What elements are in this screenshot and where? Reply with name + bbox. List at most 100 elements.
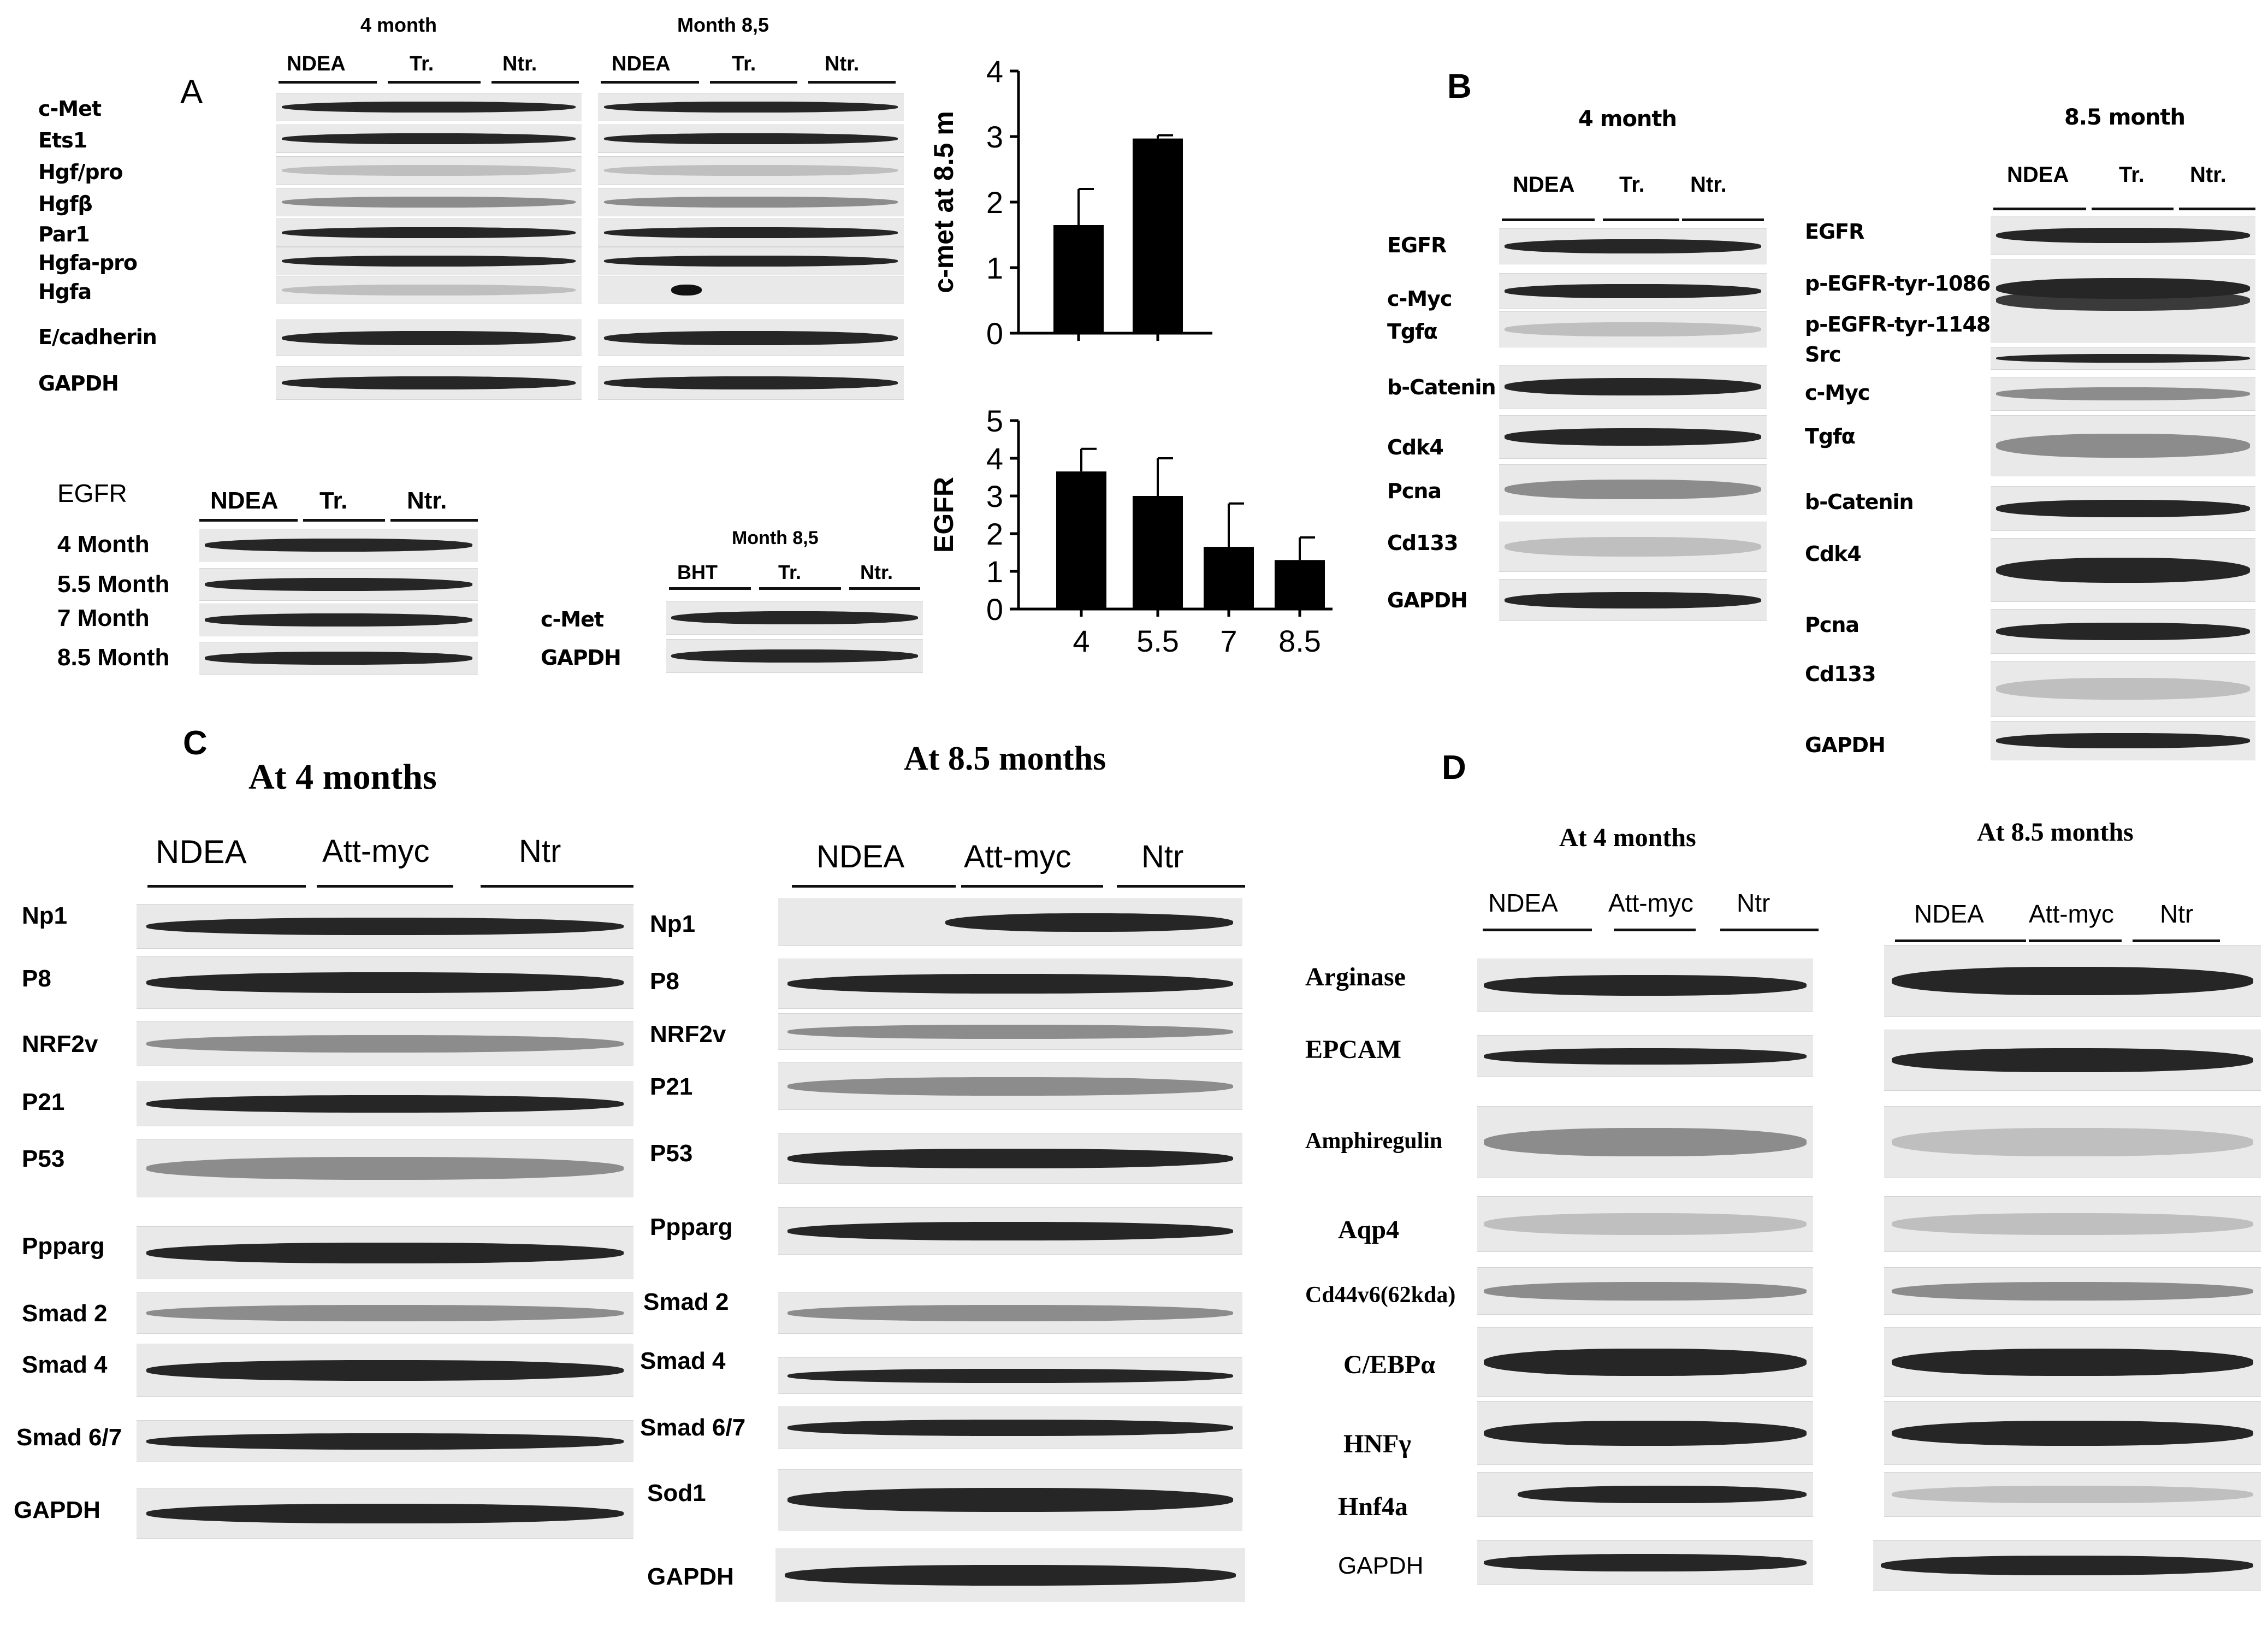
panel-a-egfr-group-ndea: NDEA [210,487,279,514]
blot-strip [1991,721,2255,760]
panel-d-left-group-ndea: NDEA [1488,889,1558,917]
panel-a-egfr-group-tr: Tr. [319,487,348,514]
panel-a-blot3-title: Month 8,5 [732,528,819,548]
blot-strip [1884,1327,2261,1397]
bar [1133,496,1183,609]
blot-row-label: c-Met [541,607,604,631]
blot-row-label: Smad 2 [22,1300,108,1327]
y-tick-label: 4 [986,54,1003,88]
blot-strip [666,601,923,635]
blot-row-label: Cdk4 [1805,542,1862,566]
panel-c-left-group-ndea: NDEA [156,834,247,870]
blot-strip [137,1344,633,1397]
y-tick-label: 2 [986,517,1003,551]
bar [1053,225,1104,333]
panel-b-left-group-ndea: NDEA [1513,173,1575,197]
y-axis-label: EGFR [928,477,959,553]
group-underline [2179,208,2255,210]
panel-a-group-tr-4m: Tr. [410,52,434,75]
blot-strip [137,1021,633,1066]
blot-strip [598,93,904,121]
blot-strip [137,1488,633,1539]
blot-row-label: Amphiregulin [1305,1128,1443,1154]
blot-strip [598,218,904,247]
panel-a-egfr-group-ntr: Ntr. [407,487,447,514]
blot-strip [778,1357,1242,1394]
group-underline [147,885,306,888]
blot-strip [199,604,478,636]
blot-strip [1499,579,1767,621]
blot-row-label: GAPDH [541,646,621,670]
panel-b-left-group-ntr: Ntr. [1690,173,1727,197]
group-underline [792,885,956,888]
panel-c-right-group-att-myc: Att-myc [964,839,1071,874]
blot-strip [276,366,582,400]
blot-strip [778,1292,1242,1334]
panel-a-group-tr-85m: Tr. [732,52,756,75]
blot-strip [1499,464,1767,515]
blot-strip [1499,415,1767,459]
blot-row-label: Smad 2 [643,1289,729,1315]
bar [1056,471,1106,609]
blot-strip [137,1292,633,1334]
blot-strip [1884,1472,2261,1517]
panel-a-group-ntr-4m: Ntr. [502,52,537,75]
blot-strip [1991,216,2255,255]
group-underline [1603,218,1679,221]
blot-strip [276,188,582,216]
blot-strip [598,320,904,356]
blot-strip [778,1013,1242,1050]
blot-strip [1884,1030,2261,1091]
x-tick-label: 7 [1220,624,1237,658]
blot-strip [1499,228,1767,264]
blot-strip [137,904,633,949]
blot-row-label: EGFR [1805,220,1864,244]
blot-row-label: Ppparg [22,1233,105,1260]
blot-strip [1477,959,1813,1012]
panel-a-group-ndea-4m: NDEA [287,52,346,75]
blot-row-label: P53 [22,1145,65,1172]
y-tick-label: 3 [986,120,1003,154]
group-underline [1502,218,1595,221]
blot-row-label: Aqp4 [1338,1215,1400,1244]
blot-row-label: GAPDH [1338,1552,1424,1579]
group-underline [388,81,481,84]
blot-row-label: Hgfa-pro [38,251,138,275]
blot-row-label: Np1 [22,902,68,929]
blot-strip [1477,1106,1813,1178]
blot-strip [1991,259,2255,342]
blot-strip [1477,1035,1813,1077]
blot-strip [778,1407,1242,1449]
panel-a-title-month-8-5: Month 8,5 [677,14,769,36]
blot-strip [1991,661,2255,717]
blot-row-label: Par1 [38,222,90,246]
blot-strip [598,247,904,275]
blot-strip [598,125,904,153]
group-underline [481,885,633,888]
group-underline [808,81,896,84]
group-underline [2092,208,2174,210]
blot-strip [1884,1106,2261,1178]
blot-row-label: Tgfα [1805,424,1856,448]
blot-strip [1884,1401,2261,1465]
blot-row-label: Smad 6/7 [640,1414,746,1441]
chart-cmet: 0 1 2 3 4 c-met at 8.5 m [928,54,1212,351]
blot-strip [778,1207,1242,1255]
panel-d-left-group-att-myc: Att-myc [1608,889,1693,917]
blot-strip [1477,1196,1813,1252]
blot-row-label: Sod1 [647,1480,706,1506]
group-underline [601,81,699,84]
blot-strip [199,642,478,675]
y-axis-label: c-met at 8.5 m [928,111,959,293]
group-underline [1682,218,1764,221]
blot-strip [1499,365,1767,409]
blot-strip [1499,522,1767,572]
group-underline [492,81,579,84]
blot-row-label: GAPDH [647,1563,734,1590]
blot-strip [1991,377,2255,411]
panel-c-left-title: At 4 months [248,757,437,797]
blot-row-label: P21 [22,1089,65,1115]
blot-row-label: NRF2v [22,1031,98,1057]
blot-row-label: GAPDH [1387,588,1468,612]
blot-row-label: GAPDH [38,371,119,395]
